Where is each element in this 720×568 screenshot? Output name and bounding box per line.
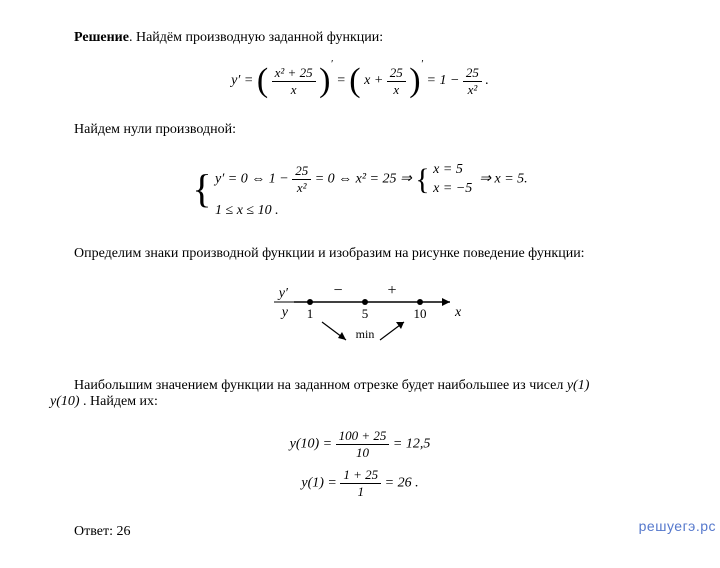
system-equation: { y′ = 0 ⇔ 1 − 25 x² = 0 ⇔ x² = 25 ⇒ { x… xyxy=(50,156,670,222)
eq1-rhsa: = 1 − xyxy=(427,73,460,88)
paren-open: ( xyxy=(257,64,268,98)
point-1 xyxy=(307,299,313,305)
inner-brace: { xyxy=(415,166,429,194)
sys-frac: 25 x² xyxy=(292,163,311,196)
eq1-tail: . xyxy=(485,73,489,88)
eq1-frac1: x² + 25 x xyxy=(272,65,316,98)
prime1: ′ xyxy=(330,58,332,70)
label-yprime: y′ xyxy=(277,286,289,301)
solution-word: Решение xyxy=(74,30,129,45)
axis-x: x xyxy=(454,305,462,320)
watermark: решуегэ.рс xyxy=(639,518,716,534)
inner-body: x = 5 x = −5 xyxy=(433,159,472,200)
prime2: ′ xyxy=(421,58,423,70)
paren-close: ) xyxy=(319,64,330,98)
answer-line: Ответ: 26 xyxy=(50,524,670,540)
tick-10: 10 xyxy=(414,306,427,321)
label-y: y xyxy=(280,305,289,320)
min-label: min xyxy=(356,327,375,341)
sign-plus: + xyxy=(387,282,396,299)
tick-5: 5 xyxy=(362,306,369,321)
eval-y10: y(10) = 100 + 25 10 = 12,5 xyxy=(50,428,670,461)
point-10 xyxy=(417,299,423,305)
point-5 xyxy=(362,299,368,305)
solution-rest: . Найдём производную заданной функции: xyxy=(129,30,383,45)
inner-r2: x = −5 xyxy=(433,181,472,197)
sys-row2: 1 ≤ x ≤ 10 . xyxy=(215,203,528,219)
eq1-lhs: y′ = xyxy=(231,73,253,88)
sys-row1: y′ = 0 ⇔ 1 − 25 x² = 0 ⇔ x² = 25 ⇒ { x =… xyxy=(215,159,528,200)
zeros-line: Найдем нули производной: xyxy=(50,122,670,138)
y1-ref: y(1) xyxy=(567,378,590,393)
max-value-line: Наибольшим значением функции на заданном… xyxy=(50,378,670,410)
eval-y1: y(1) = 1 + 25 1 = 26 . xyxy=(50,467,670,500)
sys-body: y′ = 0 ⇔ 1 − 25 x² = 0 ⇔ x² = 25 ⇒ { x =… xyxy=(215,156,528,222)
tick-1: 1 xyxy=(307,306,314,321)
brace-left: { xyxy=(192,171,211,207)
paren2-close: ) xyxy=(409,64,420,98)
eq1-frac2: 25 x xyxy=(387,65,406,98)
derivative-equation: y′ = ( x² + 25 x )′ = ( x + 25 x )′ = 1 … xyxy=(50,64,670,98)
eq1-p2a: x + xyxy=(364,73,383,88)
signs-line: Определим знаки производной функции и из… xyxy=(50,246,670,262)
y10-ref: y(10) xyxy=(50,394,80,409)
paren2-open: ( xyxy=(349,64,360,98)
sign-minus: − xyxy=(333,282,342,299)
solution-heading: Решение. Найдём производную заданной фун… xyxy=(50,30,670,46)
number-line-diagram: y′ y − + 1 5 10 x min xyxy=(250,280,470,360)
eq1-frac3: 25 x² xyxy=(463,65,482,98)
evaluation-equations: y(10) = 100 + 25 10 = 12,5 y(1) = 1 + 25… xyxy=(50,428,670,500)
eq1-mid: = xyxy=(336,73,345,88)
inner-r1: x = 5 xyxy=(433,162,472,178)
arrow-head xyxy=(442,298,450,306)
